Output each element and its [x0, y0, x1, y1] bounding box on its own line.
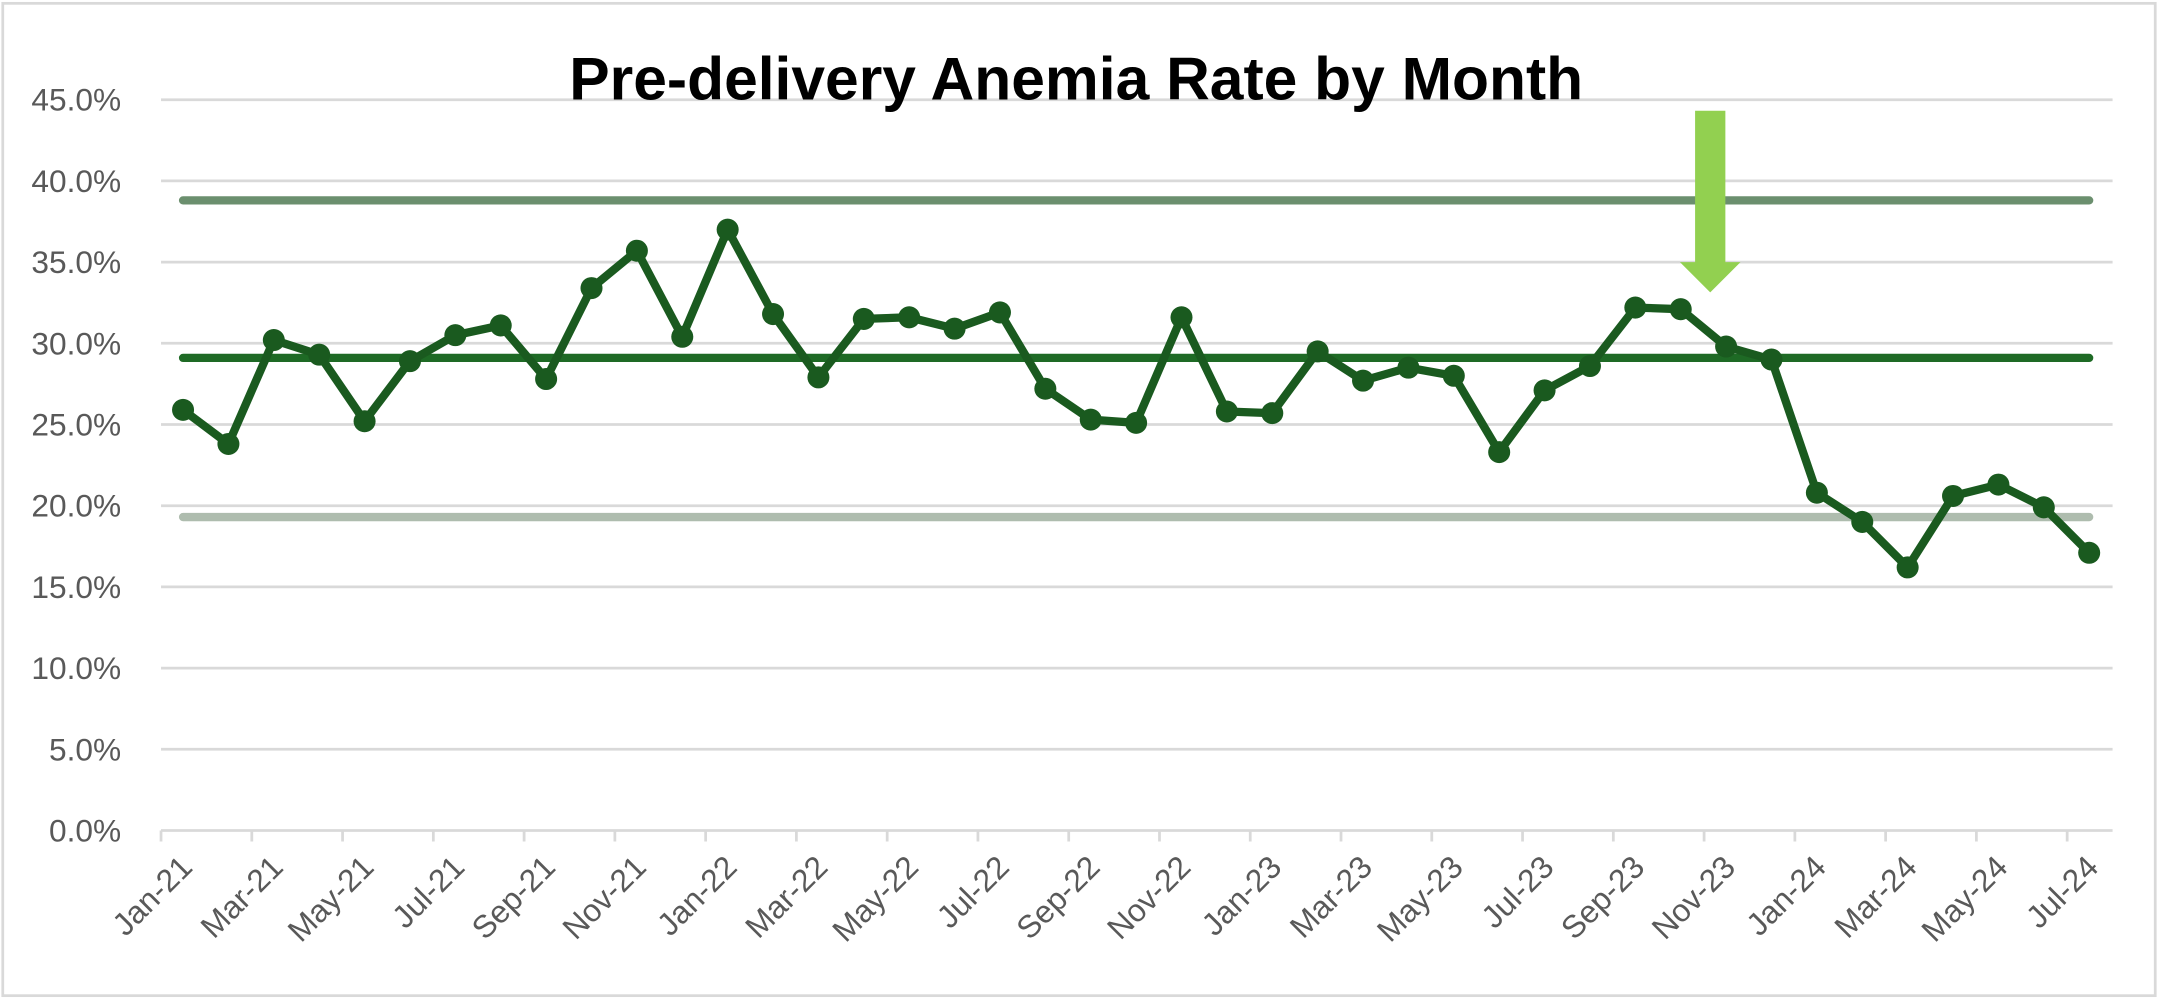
- data-point-Dec-22: [1215, 400, 1238, 423]
- data-point-Jul-23: [1533, 379, 1556, 402]
- data-point-Mar-21: [262, 329, 285, 352]
- data-point-Jul-21: [444, 324, 467, 347]
- data-point-Jul-22: [988, 301, 1011, 324]
- data-point-Apr-23: [1397, 356, 1420, 379]
- data-point-Aug-21: [489, 314, 512, 337]
- data-point-Dec-23: [1760, 348, 1783, 371]
- data-point-May-22: [898, 306, 921, 329]
- data-point-Apr-22: [852, 307, 875, 330]
- data-point-Feb-21: [217, 432, 240, 455]
- data-point-Nov-22: [1170, 306, 1193, 329]
- data-point-Aug-22: [1034, 377, 1057, 400]
- data-point-Jan-23: [1261, 402, 1284, 425]
- data-point-Nov-21: [625, 239, 648, 262]
- y-tick-label: 15.0%: [31, 569, 121, 605]
- data-point-Jun-23: [1488, 441, 1511, 464]
- data-point-Mar-24: [1896, 556, 1919, 579]
- data-point-Oct-23: [1669, 298, 1692, 321]
- y-tick-label: 0.0%: [49, 813, 121, 849]
- y-tick-label: 45.0%: [31, 82, 121, 118]
- data-point-Sep-22: [1079, 408, 1102, 431]
- data-point-Jun-21: [398, 350, 421, 373]
- data-point-May-23: [1442, 364, 1465, 387]
- data-point-Apr-24: [1942, 484, 1965, 507]
- data-point-Feb-22: [762, 303, 785, 326]
- down-arrow-icon: [1679, 110, 1741, 293]
- y-tick-label: 5.0%: [49, 731, 121, 767]
- data-point-Mar-22: [807, 366, 830, 389]
- data-point-Mar-23: [1352, 369, 1375, 392]
- data-point-Feb-23: [1306, 340, 1329, 363]
- data-point-Jun-24: [2032, 496, 2055, 519]
- chart-title: Pre-delivery Anemia Rate by Month: [569, 45, 1583, 113]
- y-tick-label: 40.0%: [31, 163, 121, 199]
- data-point-Jan-22: [716, 218, 739, 241]
- y-tick-label: 30.0%: [31, 325, 121, 361]
- data-point-Jun-22: [943, 317, 966, 340]
- data-point-Jan-21: [172, 398, 195, 421]
- y-tick-label: 35.0%: [31, 244, 121, 280]
- data-point-Nov-23: [1715, 335, 1738, 358]
- data-point-Oct-21: [580, 277, 603, 300]
- data-point-Sep-21: [535, 368, 558, 391]
- data-point-Feb-24: [1851, 510, 1874, 533]
- y-tick-label: 25.0%: [31, 407, 121, 443]
- data-point-Dec-21: [671, 325, 694, 348]
- y-tick-label: 20.0%: [31, 488, 121, 524]
- data-point-May-24: [1987, 473, 2010, 496]
- data-point-Apr-21: [308, 343, 331, 366]
- data-point-Sep-23: [1624, 296, 1647, 319]
- data-point-Oct-22: [1125, 411, 1148, 434]
- data-point-Jul-24: [2078, 541, 2101, 564]
- data-point-May-21: [353, 410, 376, 433]
- data-point-Jan-24: [1805, 481, 1828, 504]
- y-tick-label: 10.0%: [31, 650, 121, 686]
- data-point-Aug-23: [1578, 355, 1601, 378]
